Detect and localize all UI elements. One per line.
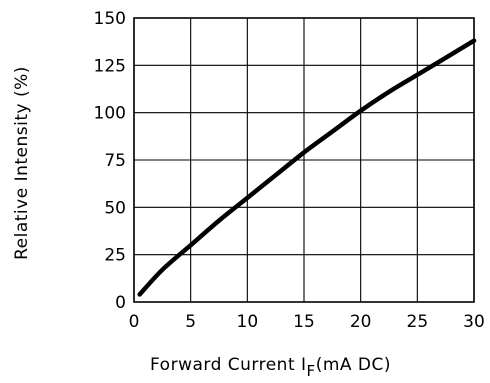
y-tick-label: 100 (94, 104, 126, 124)
grid (133, 17, 475, 303)
x-tick-label: 25 (407, 312, 429, 332)
plot-frame (133, 17, 475, 303)
y-tick-labels: 0 25 50 75 100 125 150 (94, 9, 126, 313)
y-tick-label: 75 (104, 151, 126, 171)
x-tick-label: 30 (463, 312, 485, 332)
y-tick-label: 150 (94, 9, 126, 29)
y-tick-label: 125 (94, 56, 126, 76)
y-axis-title: Relative Intensity (%) (12, 66, 32, 260)
y-tick-label: 25 (104, 246, 126, 266)
series-line (137, 38, 477, 297)
x-tick-labels: 0 5 10 15 20 25 30 (129, 312, 485, 332)
y-tick-label: 50 (104, 198, 126, 218)
x-tick-label: 0 (129, 312, 140, 332)
series-group (137, 38, 477, 297)
x-axis-title: Forward Current IF(mA DC) (150, 355, 391, 380)
y-tick-label: 0 (115, 293, 126, 313)
x-tick-label: 10 (237, 312, 259, 332)
x-axis-label-unit: (mA DC) (316, 355, 391, 375)
x-axis-label-subscript: F (307, 362, 316, 380)
x-axis-label: Forward Current I (150, 355, 307, 375)
x-tick-label: 20 (350, 312, 372, 332)
x-tick-label: 15 (293, 312, 315, 332)
x-tick-label: 5 (185, 312, 196, 332)
